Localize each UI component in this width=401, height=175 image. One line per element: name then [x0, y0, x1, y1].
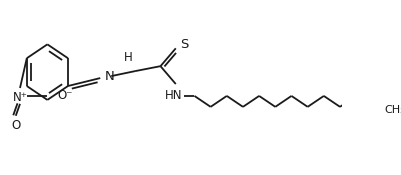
Text: O: O [11, 119, 20, 132]
Text: CH₃: CH₃ [383, 105, 401, 115]
Text: O⁻: O⁻ [57, 89, 73, 102]
Text: N: N [104, 70, 114, 83]
Text: S: S [180, 38, 188, 51]
Text: H: H [124, 51, 132, 64]
Text: HN: HN [165, 89, 182, 102]
Text: N⁺: N⁺ [12, 91, 27, 104]
